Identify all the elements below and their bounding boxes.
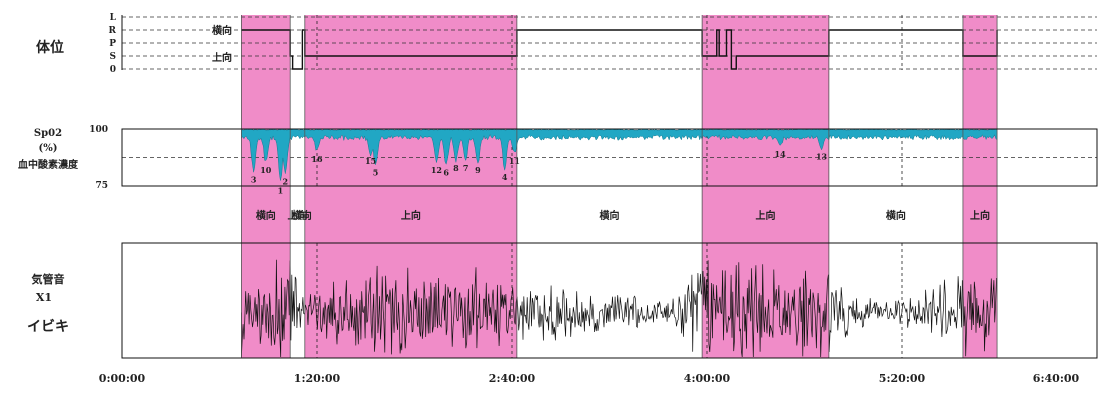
band-label-1: 横向 (256, 209, 276, 222)
x-tick-1: 1:20:00 (294, 372, 341, 385)
x-tick-5: 6:40:00 (1033, 372, 1080, 385)
desat-event-1: 1 (278, 186, 284, 196)
x-tick-4: 5:20:00 (879, 372, 926, 385)
position-level-R: R (109, 26, 117, 36)
spo2-label-line1: Sp02 (34, 128, 62, 139)
spo2-label-line3: 血中酸素濃度 (18, 158, 79, 171)
spo2-ytick-75: 75 (95, 181, 108, 191)
spo2-frame (121, 128, 1098, 187)
snore-label-line2: X1 (36, 291, 52, 304)
desat-event-15: 15 (365, 156, 376, 166)
desat-event-11: 11 (509, 156, 520, 166)
desat-event-10: 10 (260, 165, 272, 175)
desat-event-7: 7 (463, 163, 469, 173)
gap-spacer (122, 71, 1097, 129)
band-label-5: 横向 (600, 209, 620, 222)
band-label-3: 横向 (292, 209, 312, 222)
x-tick-2: 2:40:00 (489, 372, 536, 385)
band-label-7: 横向 (886, 209, 906, 222)
desat-event-16: 16 (311, 154, 323, 164)
desat-event-6: 6 (443, 167, 449, 177)
band-label-6: 上向 (756, 209, 776, 222)
spo2-label-line2: (%) (39, 143, 58, 154)
position-level-S: S (110, 52, 117, 62)
desat-event-4: 4 (502, 172, 508, 182)
snore-frame (121, 242, 1098, 359)
position-level-P: P (109, 39, 116, 49)
desat-event-13: 13 (816, 152, 828, 162)
band-label-4: 上向 (401, 209, 421, 222)
desat-event-14: 14 (775, 149, 787, 159)
position-level-L: L (110, 13, 117, 23)
position-panel-label: 体位 (36, 39, 64, 56)
desat-event-12: 12 (431, 165, 442, 175)
desat-event-3: 3 (251, 174, 257, 184)
band-label-2: 上向 (288, 209, 308, 222)
snore-trace (241, 259, 997, 358)
x-tick-0: 0:00:00 (99, 372, 146, 385)
desat-event-5: 5 (373, 167, 379, 177)
x-tick-3: 4:00:00 (684, 372, 731, 385)
desat-event-8: 8 (453, 163, 459, 173)
desat-event-9: 9 (475, 165, 481, 175)
snore-label-line3: イビキ (27, 319, 69, 335)
spo2-ytick-100: 100 (89, 125, 108, 135)
desat-event-2: 2 (283, 177, 289, 187)
position-lateral-label: 横向 (212, 24, 232, 37)
position-level-0: 0 (110, 65, 116, 75)
band-label-8: 上向 (970, 209, 990, 222)
panel-frames (121, 15, 1098, 359)
x-axis-tick-labels: 0:00:00 1:20:00 2:40:00 4:00:00 5:20:00 6:40:… (99, 372, 1080, 385)
snore-label-line1: 気管音 (32, 272, 65, 286)
position-supine-label: 上向 (212, 51, 232, 64)
